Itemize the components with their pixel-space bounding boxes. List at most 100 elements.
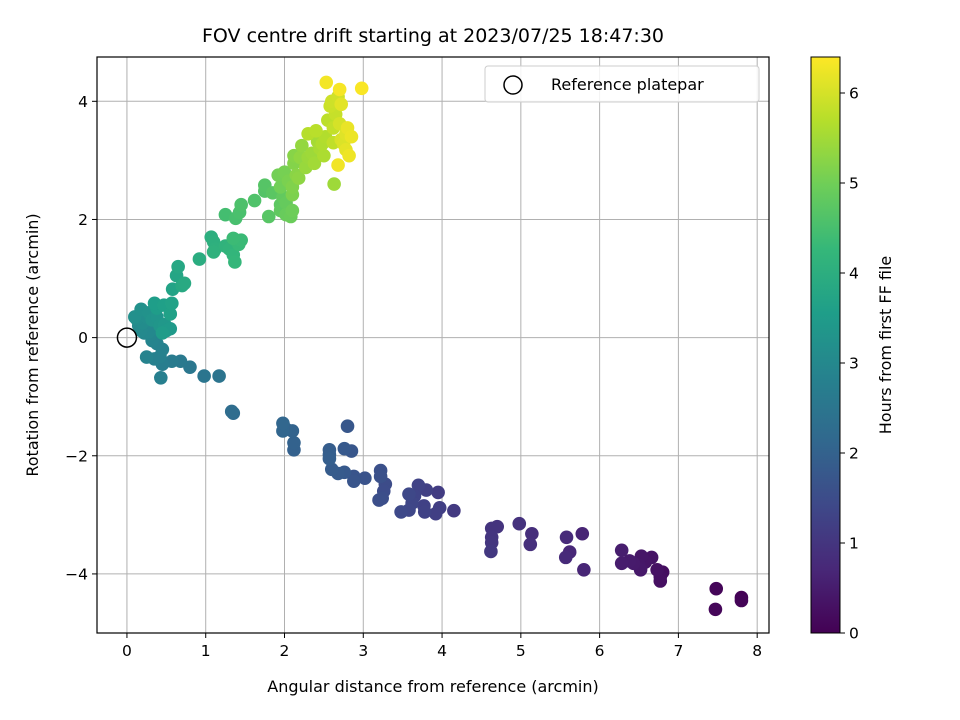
legend-label: Reference platepar: [551, 75, 704, 94]
scatter-point: [558, 550, 573, 565]
x-tick-label: 8: [752, 642, 762, 660]
scatter-point: [559, 530, 574, 545]
scatter-point: [331, 158, 345, 172]
x-tick-label: 3: [358, 642, 368, 660]
y-tick-label: 0: [78, 329, 88, 347]
scatter-point: [575, 526, 590, 541]
y-tick-label: 2: [78, 211, 88, 229]
x-tick-label: 1: [201, 642, 211, 660]
scatter-point: [709, 581, 724, 596]
scatter-point: [372, 493, 386, 507]
x-tick-label: 2: [280, 642, 290, 660]
colorbar-ticks: 0 1 2 3 4 5 6: [840, 85, 859, 643]
scatter-point: [291, 171, 306, 185]
scatter-point: [428, 506, 443, 521]
legend: Reference platepar: [484, 65, 760, 103]
x-tick-label: 7: [673, 642, 683, 660]
scatter-point: [708, 602, 723, 617]
scatter-point: [417, 505, 432, 519]
colorbar-label: Hours from first FF file: [876, 256, 895, 435]
scatter-point: [614, 543, 629, 558]
scatter-point: [276, 416, 290, 431]
scatter-point: [337, 441, 352, 456]
scatter-point: [653, 574, 668, 588]
y-tick-label: −2: [65, 447, 88, 465]
scatter-point: [394, 505, 408, 519]
colorbar-tick-label: 1: [849, 535, 859, 553]
scatter-point: [165, 296, 179, 311]
x-axis: 0 1 2 3 4 5 6 7 8: [122, 633, 762, 660]
scatter-point: [307, 156, 322, 171]
scatter-point: [224, 404, 239, 419]
y-axis-label: Rotation from reference (arcmin): [23, 213, 42, 476]
scatter-point: [373, 469, 388, 484]
colorbar-gradient: [810, 56, 841, 634]
scatter-point: [139, 350, 154, 364]
legend-reference-marker: [503, 75, 523, 95]
y-tick-label: −4: [65, 565, 88, 583]
colorbar-tick-label: 3: [849, 355, 859, 373]
scatter-point: [295, 138, 309, 153]
scatter-point: [327, 177, 341, 191]
x-tick-label: 0: [122, 642, 132, 660]
scatter-point: [285, 203, 300, 218]
scatter-point: [344, 129, 359, 144]
colorbar: 0 1 2 3 4 5 6 Hours from first FF file: [810, 56, 895, 643]
x-tick-label: 5: [516, 642, 526, 660]
x-tick-label: 4: [437, 642, 447, 660]
scatter-point: [322, 451, 337, 466]
scatter-point: [484, 544, 498, 559]
scatter-point: [317, 148, 331, 163]
scatter-point: [218, 207, 233, 222]
scatter-point: [340, 419, 355, 434]
x-tick-label: 6: [595, 642, 605, 660]
scatter-point: [650, 562, 664, 577]
scatter-point: [247, 193, 262, 208]
grid: [97, 57, 769, 633]
colorbar-tick-label: 4: [849, 265, 859, 283]
scatter-point: [525, 526, 539, 541]
scatter-point: [614, 556, 629, 571]
scatter-point: [402, 487, 416, 501]
scatter-point: [163, 307, 178, 321]
scatter-point: [324, 462, 339, 477]
scatter-point: [523, 537, 538, 552]
reference-platepar-marker: [116, 327, 138, 348]
y-tick-label: 4: [78, 93, 88, 111]
plot-area-frame: [96, 56, 770, 634]
scatter-point: [347, 474, 361, 488]
scatter-points: [128, 75, 749, 617]
reference-marker-layer: [116, 327, 138, 348]
scatter-point: [155, 326, 170, 340]
scatter-point: [319, 75, 334, 90]
legend-box: [484, 65, 760, 103]
scatter-point: [177, 276, 192, 291]
scatter-point: [261, 209, 276, 224]
scatter-point: [734, 593, 749, 608]
scatter-point: [212, 369, 226, 383]
scatter-point: [192, 252, 207, 266]
scatter-point: [512, 516, 527, 531]
scatter-point: [171, 259, 185, 274]
scatter-point: [206, 245, 221, 259]
scatter-point: [197, 369, 211, 383]
scatter-point: [309, 124, 323, 138]
scatter-point: [226, 231, 241, 246]
scatter-point: [228, 255, 242, 269]
scatter-point: [342, 148, 356, 163]
scatter-point: [358, 471, 372, 486]
scatter-point: [447, 503, 461, 518]
scatter-point: [234, 197, 248, 212]
scatter-point: [411, 478, 426, 493]
colorbar-tick-label: 6: [849, 85, 859, 103]
scatter-point: [577, 562, 591, 577]
scatter-point: [332, 82, 347, 97]
scatter-point: [431, 485, 445, 500]
chart-title: FOV centre drift starting at 2023/07/25 …: [202, 25, 664, 47]
y-axis: −4 −2 0 2 4: [65, 93, 97, 583]
scatter-point: [334, 97, 349, 112]
colorbar-tick-label: 2: [849, 445, 859, 463]
scatter-point: [287, 435, 301, 450]
colorbar-tick-label: 0: [849, 625, 859, 643]
